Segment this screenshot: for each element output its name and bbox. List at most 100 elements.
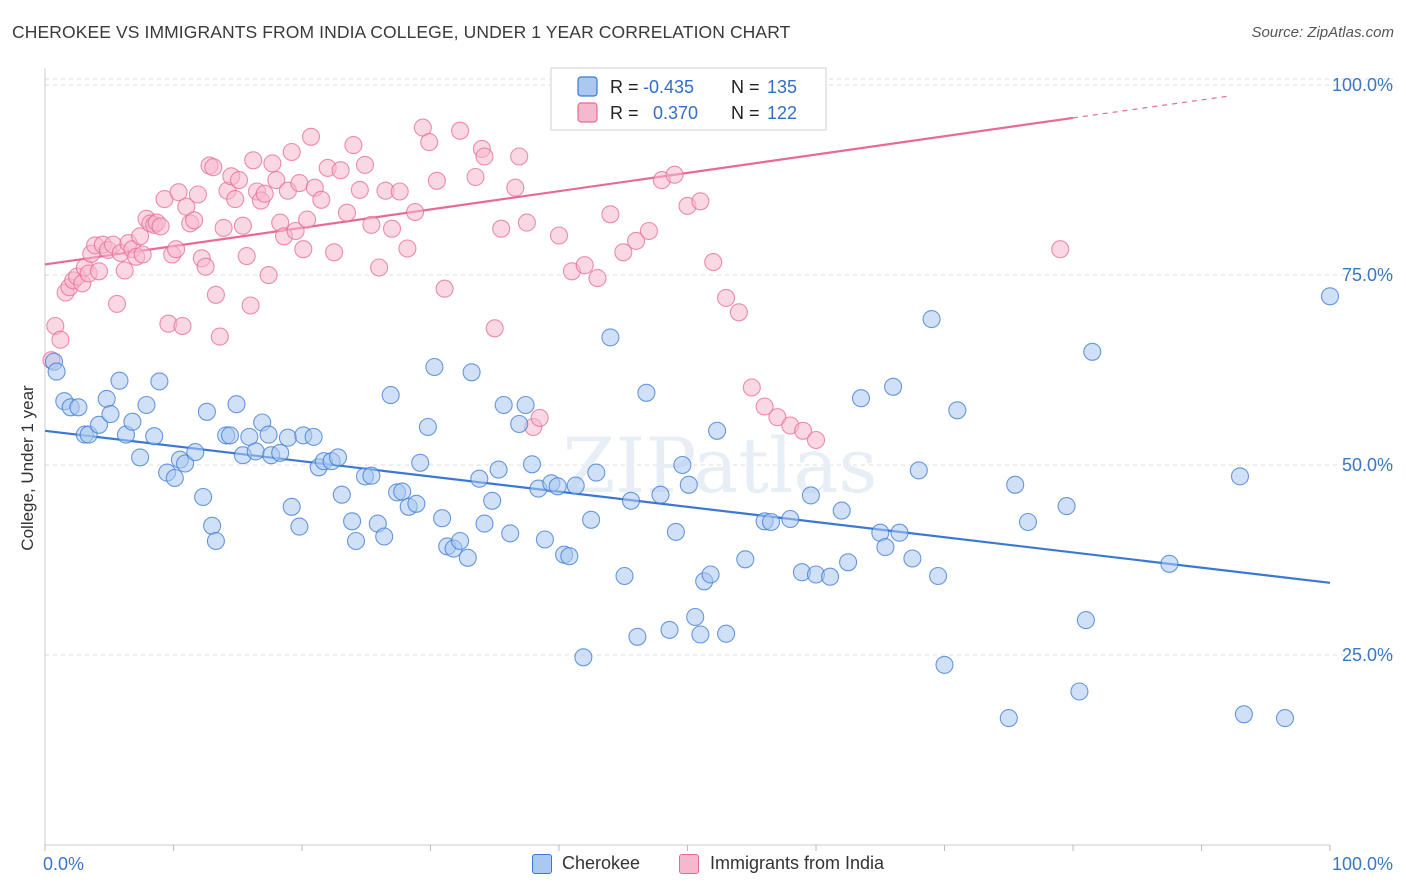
point-india: [510, 147, 529, 166]
point-india: [588, 269, 607, 288]
point-cherokee: [1070, 682, 1089, 701]
point-india: [506, 178, 525, 197]
point-cherokee: [425, 357, 444, 377]
point-india: [337, 203, 357, 222]
point-cherokee: [761, 512, 781, 532]
point-cherokee: [1160, 554, 1179, 573]
point-cherokee: [123, 412, 142, 431]
point-cherokee: [393, 482, 412, 501]
point-cherokee: [407, 494, 426, 513]
point-india: [282, 142, 301, 162]
point-india: [382, 219, 402, 238]
legend-r-label-1: R =: [610, 77, 639, 97]
y-tick-label: 50.0%: [1342, 455, 1393, 475]
y-tick-label: 100.0%: [1332, 75, 1393, 95]
x-tick-label: 100.0%: [1332, 854, 1393, 874]
point-cherokee: [679, 475, 698, 494]
point-cherokee: [832, 501, 851, 520]
legend-box-india: [679, 854, 699, 874]
point-cherokee: [483, 491, 502, 510]
point-india: [1051, 240, 1070, 259]
point-cherokee: [686, 607, 705, 627]
point-india: [350, 180, 369, 199]
point-cherokee: [494, 395, 513, 415]
y-tick-label: 75.0%: [1342, 265, 1393, 285]
point-india: [717, 288, 736, 307]
point-cherokee: [935, 655, 954, 674]
point-cherokee: [522, 455, 542, 474]
point-india: [362, 215, 381, 234]
point-cherokee: [1083, 342, 1102, 361]
y-axis-label: College, Under 1 year: [18, 385, 37, 551]
point-cherokee: [271, 443, 290, 462]
point-india: [188, 185, 207, 204]
point-india: [244, 151, 263, 170]
point-cherokee: [651, 485, 670, 504]
trend-line-india-extension: [1072, 95, 1231, 119]
y-tick-label: 25.0%: [1342, 645, 1393, 665]
legend-r-value-1: -0.435: [643, 77, 694, 97]
data-points: [42, 118, 1340, 728]
point-cherokee: [909, 461, 928, 480]
point-india: [614, 243, 633, 262]
chart-source: Source: ZipAtlas.com: [1251, 24, 1394, 41]
point-india: [691, 192, 710, 211]
point-cherokee: [516, 395, 535, 415]
point-cherokee: [89, 415, 109, 434]
point-india: [492, 219, 511, 238]
point-india: [517, 213, 536, 232]
correlation-legend: R = -0.435 N = 135 R = 0.370 N = 122: [550, 67, 827, 131]
legend-r-label-2: R =: [610, 103, 639, 123]
point-cherokee: [708, 421, 727, 440]
point-india: [131, 227, 150, 246]
point-india: [298, 210, 317, 229]
point-india: [286, 221, 305, 241]
point-india: [390, 182, 409, 201]
point-india: [601, 205, 620, 224]
point-india: [549, 226, 569, 245]
point-cherokee: [304, 427, 323, 446]
point-cherokee: [501, 524, 520, 543]
point-cherokee: [137, 395, 156, 415]
point-india: [167, 240, 186, 259]
point-cherokee: [194, 487, 213, 507]
point-india: [133, 245, 152, 264]
point-cherokee: [851, 389, 871, 408]
legend-label-india: Immigrants from India: [710, 853, 885, 873]
y-tick-labels: 25.0% 50.0% 75.0% 100.0%: [1332, 75, 1393, 665]
point-cherokee: [884, 377, 903, 396]
point-cherokee: [69, 398, 88, 417]
point-india: [233, 216, 252, 235]
point-india: [206, 285, 225, 304]
point-cherokee: [903, 549, 922, 568]
point-india: [398, 239, 417, 258]
point-cherokee: [278, 428, 297, 447]
point-cherokee: [587, 463, 606, 482]
legend-n-value-1: 135: [767, 77, 797, 97]
point-cherokee: [282, 497, 301, 516]
point-cherokee: [206, 531, 225, 551]
point-cherokee: [47, 362, 66, 381]
point-india: [229, 171, 249, 190]
point-india: [173, 316, 192, 336]
point-india: [177, 197, 196, 216]
point-cherokee: [621, 491, 641, 510]
point-india: [530, 408, 549, 427]
point-india: [355, 155, 375, 174]
legend-box-cherokee: [532, 854, 552, 874]
point-cherokee: [717, 624, 736, 643]
point-india: [255, 184, 274, 203]
point-india: [267, 171, 286, 190]
point-india: [169, 183, 188, 202]
x-tick-labels: 0.0% 100.0%: [43, 854, 1393, 874]
point-cherokee: [375, 527, 394, 546]
point-india: [755, 397, 774, 416]
point-india: [151, 217, 170, 236]
point-india: [204, 158, 223, 177]
point-cherokee: [332, 485, 351, 504]
point-india: [768, 408, 787, 427]
point-cherokee: [475, 514, 494, 533]
point-cherokee: [433, 509, 452, 528]
point-cherokee: [660, 620, 679, 639]
